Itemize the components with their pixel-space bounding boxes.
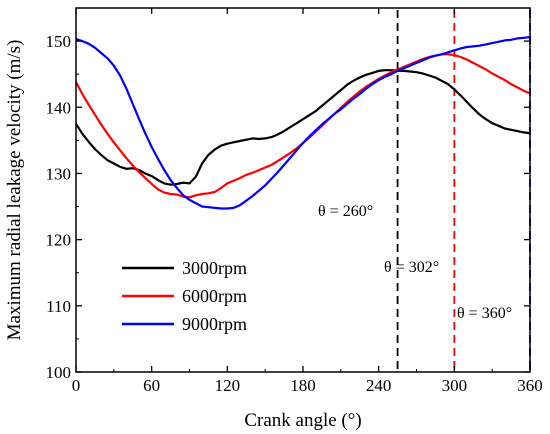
- legend-label-3000rpm: 3000rpm: [182, 258, 247, 278]
- x-tick-label: 0: [72, 376, 81, 395]
- legend: 3000rpm 6000rpm 9000rpm: [122, 258, 247, 334]
- reference-line-label-3: θ = 360°: [457, 305, 512, 322]
- y-tick-label: 100: [46, 363, 72, 382]
- x-tick-label: 300: [442, 376, 468, 395]
- x-tick-label: 60: [143, 376, 160, 395]
- y-tick-label: 130: [46, 164, 72, 183]
- y-tick-label: 140: [46, 98, 72, 117]
- reference-line-label-2: θ = 302°: [384, 259, 439, 276]
- reference-line-label-1: θ = 260°: [318, 203, 373, 220]
- y-axis-label: Maximum radial leakage velocity (m/s): [4, 40, 25, 341]
- legend-label-9000rpm: 9000rpm: [182, 314, 247, 334]
- x-tick-label: 360: [517, 376, 543, 395]
- axis-ticks: 0 60 120 180 240 300 360 100 110 120 130 140 150: [46, 8, 543, 395]
- x-tick-label: 240: [366, 376, 392, 395]
- x-tick-label: 180: [290, 376, 316, 395]
- y-tick-label: 110: [46, 297, 71, 316]
- y-tick-label: 150: [46, 32, 72, 51]
- series-line-3000rpm: [75, 69, 531, 186]
- y-tick-label: 120: [46, 231, 72, 250]
- series-line-6000rpm: [75, 53, 531, 199]
- legend-label-6000rpm: 6000rpm: [182, 286, 247, 306]
- x-axis-label: Crank angle (°): [244, 410, 361, 431]
- x-tick-label: 120: [215, 376, 241, 395]
- annotations: θ = 260° θ = 302° θ = 360°: [318, 203, 512, 322]
- series-line-9000rpm: [75, 36, 531, 210]
